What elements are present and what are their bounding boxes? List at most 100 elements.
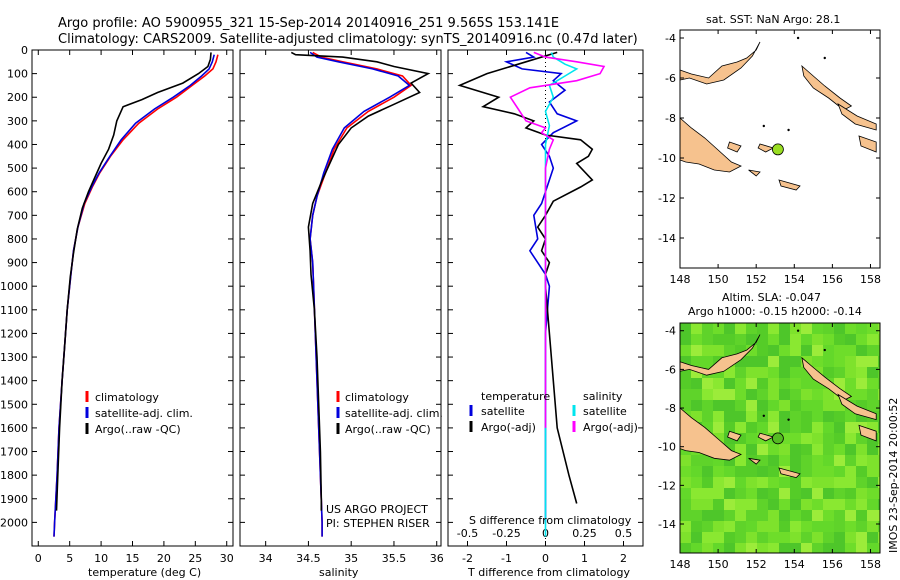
sla-cell	[867, 521, 878, 532]
sla-cell	[735, 488, 746, 499]
y-tick-label: -14	[658, 518, 676, 531]
sla-cell	[790, 378, 801, 389]
sla-cell	[757, 521, 768, 532]
sla-cell	[691, 334, 702, 345]
sla-cell	[779, 334, 790, 345]
sla-cell	[691, 455, 702, 466]
sla-cell	[801, 378, 812, 389]
sla-cell	[724, 378, 735, 389]
x-tick-label: 0	[35, 552, 42, 565]
sla-cell	[746, 334, 757, 345]
x2-tick-label: 0.25	[572, 527, 597, 540]
sla-cell	[834, 488, 845, 499]
sla-cell	[680, 466, 691, 477]
sla-cell	[878, 510, 880, 521]
sla-cell	[713, 334, 724, 345]
sla-cell	[724, 345, 735, 356]
reef-dot	[762, 414, 766, 417]
sla-cell	[823, 411, 834, 422]
sla-cell	[856, 521, 867, 532]
y-tick-label: -10	[658, 441, 676, 454]
sla-cell	[779, 400, 790, 411]
legend-salinity-heading: salinity	[583, 390, 623, 403]
sla-cell	[845, 378, 856, 389]
sla-cell	[724, 389, 735, 400]
sla-cell	[735, 323, 746, 334]
plot-frame	[31, 49, 234, 547]
sla-cell	[812, 466, 823, 477]
sla-cell	[845, 521, 856, 532]
sla-cell	[691, 543, 702, 553]
legend-temp-argo: Argo(-adj)	[481, 421, 536, 434]
sla-cell	[856, 334, 867, 345]
sla-cell	[845, 532, 856, 543]
sla-cell	[834, 356, 845, 367]
sla-cell	[768, 455, 779, 466]
sla-cell	[823, 367, 834, 378]
x-tick-label: 152	[746, 273, 767, 286]
sla-cell	[691, 356, 702, 367]
sla-cell	[845, 367, 856, 378]
sla-cell	[790, 543, 801, 553]
sla-cell	[746, 466, 757, 477]
sla-cell	[691, 477, 702, 488]
sla-cell	[680, 532, 691, 543]
sla-cell	[801, 422, 812, 433]
sla-cell	[867, 323, 878, 334]
sla-cell	[757, 367, 768, 378]
sla-cell	[834, 378, 845, 389]
sla-cell	[812, 433, 823, 444]
y-tick-label: -4	[665, 32, 676, 45]
y-tick-label: 200	[7, 91, 28, 104]
sla-cell	[746, 488, 757, 499]
sla-cell	[779, 510, 790, 521]
y-tick-label: 400	[7, 138, 28, 151]
sla-cell	[768, 334, 779, 345]
y-tick-label: 1400	[0, 375, 28, 388]
sla-cell	[845, 477, 856, 488]
sla-cell	[812, 455, 823, 466]
sla-cell	[757, 323, 768, 334]
reef-dot	[787, 128, 790, 132]
x-tick-label: 36	[430, 552, 444, 565]
sla-cell	[790, 367, 801, 378]
temperature-xlabel: temperature (deg C)	[88, 566, 201, 579]
y-tick-label: -12	[658, 479, 676, 492]
legend-argo: Argo(..raw -QC)	[95, 423, 181, 436]
legend-satellite-adj: satellite-adj. clim.	[345, 407, 443, 420]
sla-cell	[812, 334, 823, 345]
reef-dot	[796, 329, 800, 332]
x-tick-label: 154	[784, 558, 805, 571]
salinity-legend: climatology satellite-adj. clim. Argo(..…	[326, 391, 443, 530]
sla-cell	[790, 323, 801, 334]
sla-cell	[867, 499, 878, 510]
sla-cell	[867, 334, 878, 345]
sla-cell	[845, 466, 856, 477]
sla-cell	[878, 543, 880, 553]
sla-cell	[790, 488, 801, 499]
land-polygon	[837, 103, 877, 131]
x-tick-label: 35	[344, 552, 358, 565]
reef-dot	[796, 36, 800, 40]
sla-cell	[768, 477, 779, 488]
sla-cell	[691, 488, 702, 499]
imos-timestamp: IMOS 23-Sep-2014 20:00:52	[887, 398, 900, 553]
sla-cell	[746, 367, 757, 378]
sla-cell	[735, 455, 746, 466]
legend-argo: Argo(..raw -QC)	[345, 423, 431, 436]
sla-cell	[724, 543, 735, 553]
sla-cell	[801, 499, 812, 510]
sla-cell	[735, 422, 746, 433]
y-tick-label: 1000	[0, 280, 28, 293]
sla-cell	[779, 521, 790, 532]
sla-cell	[713, 411, 724, 422]
sla-cell	[878, 345, 880, 356]
sla-cell	[779, 389, 790, 400]
sla-cell	[812, 422, 823, 433]
reef-dot	[787, 418, 790, 421]
sla-cell	[801, 367, 812, 378]
sla-cell	[823, 532, 834, 543]
sla-cell	[845, 455, 856, 466]
sla-cell	[746, 510, 757, 521]
land-polygon	[679, 117, 742, 173]
